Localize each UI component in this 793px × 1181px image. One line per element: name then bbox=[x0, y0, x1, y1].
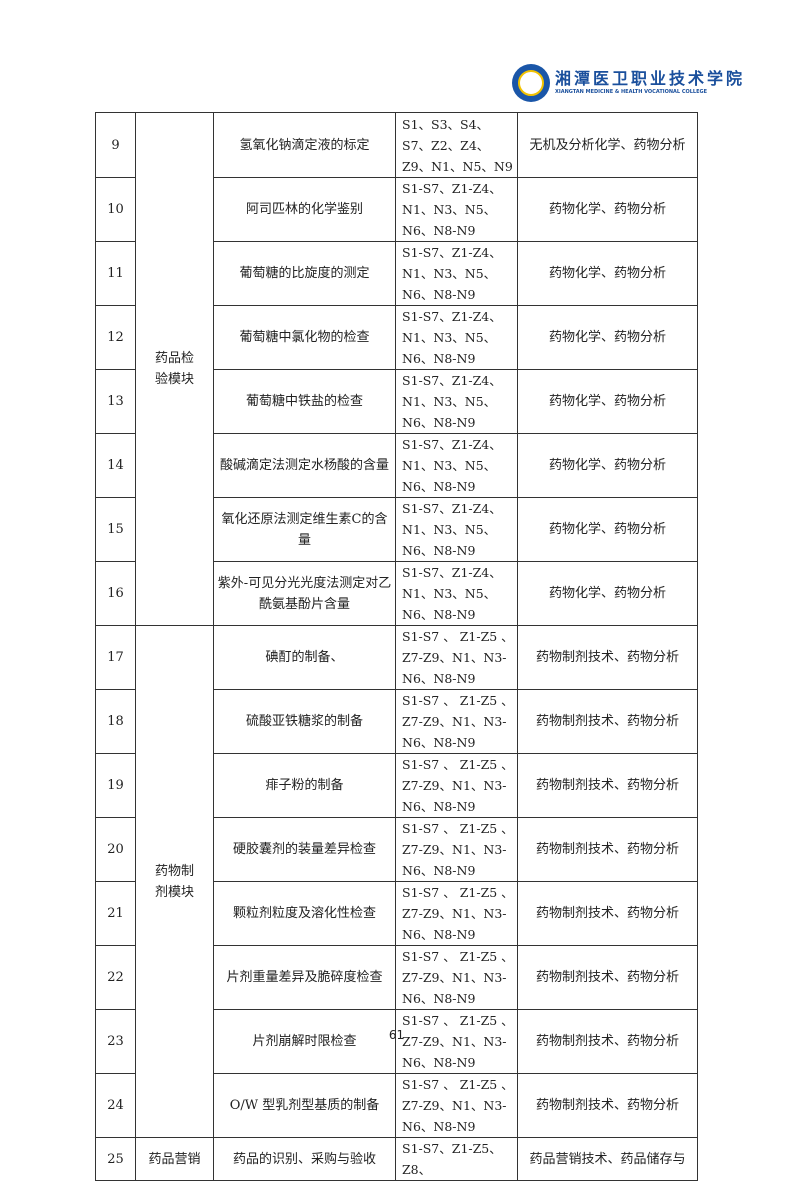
table-row: 11 葡萄糖的比旋度的测定 S1-S7、Z1-Z4、N1、N3、N5、N6、N8-N… bbox=[95, 241, 698, 306]
requirements: S1-S7 、 Z1-Z5 、Z7-Z9、N1、N3-N6、N8-N9 bbox=[395, 753, 518, 818]
table-row: 20 硬胶囊剂的装量差异检查 S1-S7 、 Z1-Z5 、Z7-Z9、N1、N3-… bbox=[95, 817, 698, 882]
table-row: 19 痱子粉的制备 S1-S7 、 Z1-Z5 、Z7-Z9、N1、N3-N6、N8… bbox=[95, 753, 698, 818]
task-name: 颗粒剂粒度及溶化性检查 bbox=[213, 881, 396, 946]
task-name: 硫酸亚铁糖浆的制备 bbox=[213, 689, 396, 754]
row-number: 12 bbox=[95, 305, 136, 370]
requirements: S1-S7、Z1-Z4、N1、N3、N5、N6、N8-N9 bbox=[395, 305, 518, 370]
task-name: 紫外-可见分光光度法测定对乙酰氨基酚片含量 bbox=[213, 561, 396, 626]
related-courses: 药物制剂技术、药物分析 bbox=[517, 817, 698, 882]
related-courses: 药品营销技术、药品储存与 bbox=[517, 1137, 698, 1181]
table-row: 9 药品检验模块 氢氧化钠滴定液的标定 S1、S3、S4、S7、Z2、Z4、Z9、N1… bbox=[95, 112, 698, 626]
related-courses: 药物制剂技术、药物分析 bbox=[517, 945, 698, 1010]
row-number: 25 bbox=[95, 1137, 136, 1181]
requirements: S1-S7 、 Z1-Z5 、Z7-Z9、N1、N3-N6、N8-N9 bbox=[395, 881, 518, 946]
task-name: 痱子粉的制备 bbox=[213, 753, 396, 818]
related-courses: 药物制剂技术、药物分析 bbox=[517, 1073, 698, 1138]
task-name: 酸碱滴定法测定水杨酸的含量 bbox=[213, 433, 396, 498]
requirements: S1-S7、Z1-Z4、N1、N3、N5、N6、N8-N9 bbox=[395, 369, 518, 434]
logo-chinese-name: 湘潭医卫职业技术学院 bbox=[555, 69, 746, 88]
requirements: S1-S7 、 Z1-Z5 、Z7-Z9、N1、N3-N6、N8-N9 bbox=[395, 1009, 518, 1074]
task-name: 氢氧化钠滴定液的标定 bbox=[213, 112, 396, 178]
task-name: 阿司匹林的化学鉴别 bbox=[213, 177, 396, 242]
row-number: 19 bbox=[95, 753, 136, 818]
requirements: S1-S7、Z1-Z4、N1、N3、N5、N6、N8-N9 bbox=[395, 433, 518, 498]
task-name: 氧化还原法测定维生素C的含量 bbox=[213, 497, 396, 562]
related-courses: 药物化学、药物分析 bbox=[517, 369, 698, 434]
table-row: 10 阿司匹林的化学鉴别 S1-S7、Z1-Z4、N1、N3、N5、N6、N8-N9… bbox=[95, 177, 698, 242]
row-number: 23 bbox=[95, 1009, 136, 1074]
module-cell: 药品检验模块 bbox=[135, 112, 214, 626]
requirements: S1-S7 、 Z1-Z5 、Z7-Z9、N1、N3-N6、N8-N9 bbox=[395, 1073, 518, 1138]
related-courses: 药物制剂技术、药物分析 bbox=[517, 881, 698, 946]
requirements: S1-S7 、 Z1-Z5 、Z7-Z9、N1、N3-N6、N8-N9 bbox=[395, 945, 518, 1010]
module-cell: 药物制剂模块 bbox=[135, 625, 214, 1138]
table-row: 23 片剂崩解时限检查 S1-S7 、 Z1-Z5 、Z7-Z9、N1、N3-N6、… bbox=[95, 1009, 698, 1074]
related-courses: 药物制剂技术、药物分析 bbox=[517, 689, 698, 754]
row-number: 9 bbox=[95, 112, 136, 178]
related-courses: 药物化学、药物分析 bbox=[517, 497, 698, 562]
related-courses: 药物化学、药物分析 bbox=[517, 241, 698, 306]
related-courses: 药物化学、药物分析 bbox=[517, 433, 698, 498]
table-row: 25 药品营销 药品的识别、采购与验收 S1-S7、Z1-Z5、Z8、 药品营销技术、药… bbox=[95, 1137, 698, 1181]
row-number: 18 bbox=[95, 689, 136, 754]
course-table: 9 药品检验模块 氢氧化钠滴定液的标定 S1、S3、S4、S7、Z2、Z4、Z9、N1… bbox=[95, 112, 698, 1181]
task-name: 葡萄糖的比旋度的测定 bbox=[213, 241, 396, 306]
requirements: S1、S3、S4、S7、Z2、Z4、Z9、N1、N5、N9 bbox=[395, 112, 518, 178]
related-courses: 无机及分析化学、药物分析 bbox=[517, 112, 698, 178]
table-row: 18 硫酸亚铁糖浆的制备 S1-S7 、 Z1-Z5 、Z7-Z9、N1、N3-N6… bbox=[95, 689, 698, 754]
row-number: 21 bbox=[95, 881, 136, 946]
requirements: S1-S7、Z1-Z4、N1、N3、N5、N6、N8-N9 bbox=[395, 177, 518, 242]
row-number: 16 bbox=[95, 561, 136, 626]
row-number: 20 bbox=[95, 817, 136, 882]
requirements: S1-S7 、 Z1-Z5 、Z7-Z9、N1、N3-N6、N8-N9 bbox=[395, 817, 518, 882]
requirements: S1-S7、Z1-Z5、Z8、 bbox=[395, 1137, 518, 1181]
related-courses: 药物化学、药物分析 bbox=[517, 305, 698, 370]
document-page: 湘潭医卫职业技术学院 XIANGTAN MEDICINE & HEALTH VO… bbox=[95, 64, 745, 1181]
related-courses: 药物制剂技术、药物分析 bbox=[517, 625, 698, 690]
task-name: 碘酊的制备、 bbox=[213, 625, 396, 690]
task-name: 片剂重量差异及脆碎度检查 bbox=[213, 945, 396, 1010]
row-number: 13 bbox=[95, 369, 136, 434]
related-courses: 药物制剂技术、药物分析 bbox=[517, 753, 698, 818]
logo-english-name: XIANGTAN MEDICINE & HEALTH VOCATIONAL CO… bbox=[555, 89, 708, 95]
task-name: 葡萄糖中铁盐的检查 bbox=[213, 369, 396, 434]
related-courses: 药物化学、药物分析 bbox=[517, 561, 698, 626]
row-number: 15 bbox=[95, 497, 136, 562]
page-number: 61 bbox=[388, 1028, 405, 1042]
module-cell: 药品营销 bbox=[135, 1137, 214, 1181]
requirements: S1-S7、Z1-Z4、N1、N3、N5、N6、N8-N9 bbox=[395, 241, 518, 306]
requirements: S1-S7、Z1-Z4、N1、N3、N5、N6、N8-N9 bbox=[395, 561, 518, 626]
table-row: 22 片剂重量差异及脆碎度检查 S1-S7 、 Z1-Z5 、Z7-Z9、N1、N3… bbox=[95, 945, 698, 1010]
table-row: 21 颗粒剂粒度及溶化性检查 S1-S7 、 Z1-Z5 、Z7-Z9、N1、N3-… bbox=[95, 881, 698, 946]
row-number: 10 bbox=[95, 177, 136, 242]
task-name: 葡萄糖中氯化物的检查 bbox=[213, 305, 396, 370]
table-row: 14 酸碱滴定法测定水杨酸的含量 S1-S7、Z1-Z4、N1、N3、N5、N6、N… bbox=[95, 433, 698, 498]
row-number: 14 bbox=[95, 433, 136, 498]
college-logo: 湘潭医卫职业技术学院 XIANGTAN MEDICINE & HEALTH VO… bbox=[512, 64, 745, 102]
task-name: O/W 型乳剂型基质的制备 bbox=[213, 1073, 396, 1138]
table-row: 12 葡萄糖中氯化物的检查 S1-S7、Z1-Z4、N1、N3、N5、N6、N8-N… bbox=[95, 305, 698, 370]
row-number: 24 bbox=[95, 1073, 136, 1138]
table-row: 17 药物制剂模块 碘酊的制备、 S1-S7 、 Z1-Z5 、Z7-Z9、N1、N3… bbox=[95, 625, 698, 1138]
requirements: S1-S7 、 Z1-Z5 、Z7-Z9、N1、N3-N6、N8-N9 bbox=[395, 689, 518, 754]
row-number: 11 bbox=[95, 241, 136, 306]
table-row: 16 紫外-可见分光光度法测定对乙酰氨基酚片含量 S1-S7、Z1-Z4、N1、N3… bbox=[95, 561, 698, 626]
requirements: S1-S7、Z1-Z4、N1、N3、N5、N6、N8-N9 bbox=[395, 497, 518, 562]
related-courses: 药物化学、药物分析 bbox=[517, 177, 698, 242]
requirements: S1-S7 、 Z1-Z5 、Z7-Z9、N1、N3-N6、N8-N9 bbox=[395, 625, 518, 690]
row-number: 17 bbox=[95, 625, 136, 690]
task-name: 硬胶囊剂的装量差异检查 bbox=[213, 817, 396, 882]
college-seal-icon bbox=[512, 64, 550, 102]
related-courses: 药物制剂技术、药物分析 bbox=[517, 1009, 698, 1074]
row-number: 22 bbox=[95, 945, 136, 1010]
task-name: 片剂崩解时限检查 bbox=[213, 1009, 396, 1074]
task-name: 药品的识别、采购与验收 bbox=[213, 1137, 396, 1181]
